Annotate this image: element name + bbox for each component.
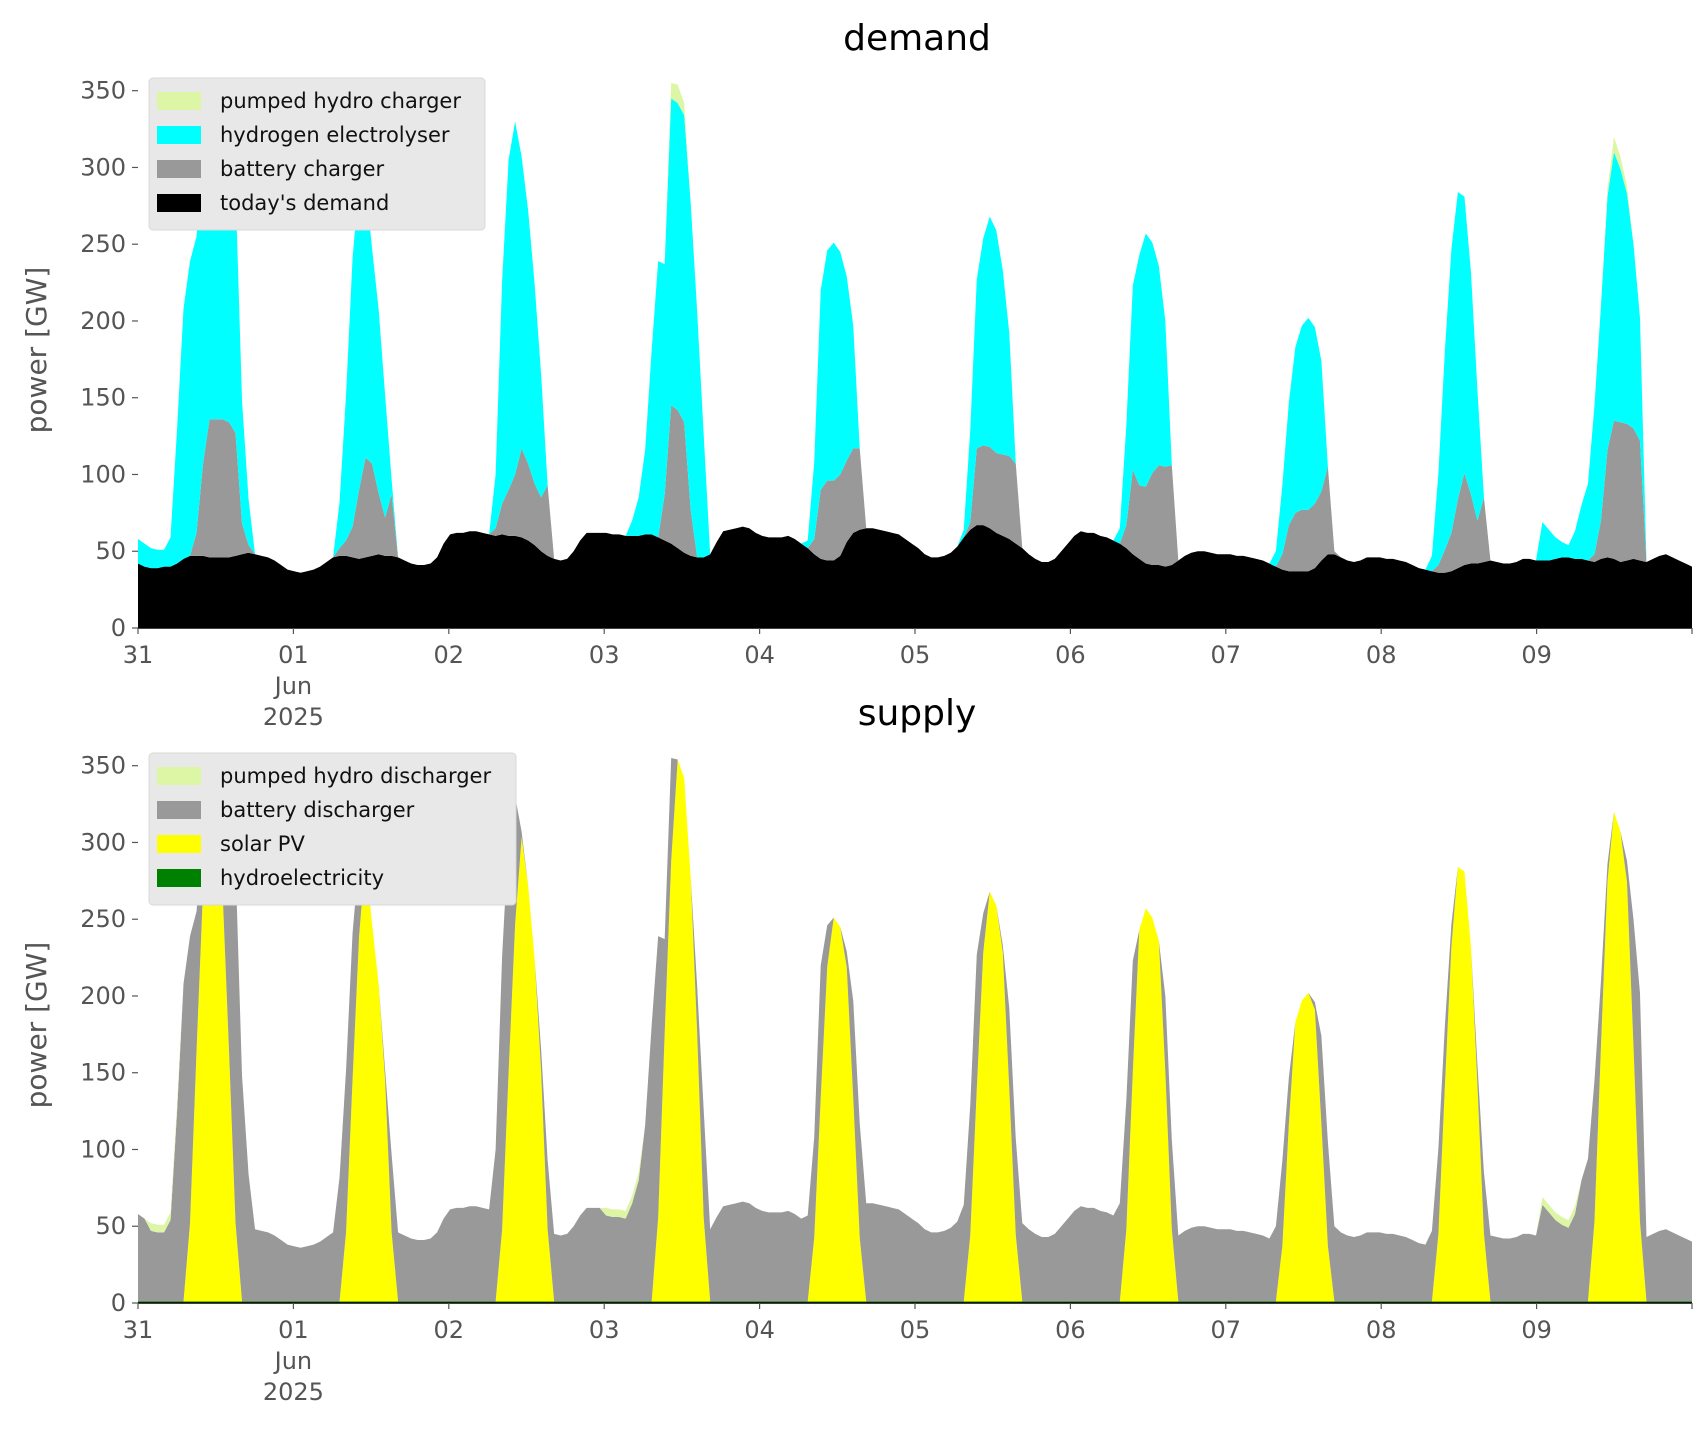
demand-axes: 0 50 100 150 200 250 300 350 31 01 Jun 2025 02 03 04 05…: [80, 77, 1693, 731]
legend-swatch: [157, 160, 201, 178]
y-tick-label: 50: [95, 1212, 126, 1240]
x-tick-label: 08: [1366, 1316, 1397, 1344]
x-tick-year: 2025: [263, 1378, 324, 1406]
x-tick-label: 04: [744, 641, 775, 669]
y-tick-label: 50: [95, 537, 126, 565]
supply-axes: 0 50 100 150 200 250 300 350 31 01 Jun 2025 02 03 04 05…: [80, 752, 1693, 1406]
x-tick-year: 2025: [263, 703, 324, 731]
area-battery-charger: [138, 405, 1692, 573]
x-tick-label: 02: [434, 641, 465, 669]
area-today-s-demand: [138, 525, 1692, 628]
legend-label: today's demand: [220, 191, 389, 215]
legend-swatch: [157, 801, 201, 819]
legend-box: [148, 752, 517, 906]
y-tick-label: 300: [80, 153, 126, 181]
supply-legend: pumped hydro discharger battery discharge…: [148, 752, 517, 906]
demand-title: demand: [843, 18, 991, 59]
x-tick-label: 07: [1211, 1316, 1242, 1344]
legend-swatch: [157, 194, 201, 212]
y-tick-label: 0: [111, 614, 126, 642]
x-tick-label: 06: [1055, 641, 1086, 669]
x-tick-label: 05: [900, 641, 931, 669]
demand-ylabel: power [GW]: [20, 267, 53, 434]
legend-label: battery discharger: [220, 798, 415, 822]
y-tick-label: 100: [80, 460, 126, 488]
y-tick-label: 200: [80, 982, 126, 1010]
legend-swatch: [157, 92, 201, 110]
legend-label: hydrogen electrolyser: [220, 123, 450, 147]
legend-label: pumped hydro charger: [220, 89, 461, 113]
y-tick-label: 100: [80, 1135, 126, 1163]
supply-title: supply: [858, 693, 977, 734]
x-tick-label: 07: [1211, 641, 1242, 669]
legend-label: hydroelectricity: [220, 866, 384, 890]
legend-swatch: [157, 869, 201, 887]
x-tick-month: Jun: [273, 1347, 313, 1375]
demand-legend: pumped hydro charger hydrogen electrolyse…: [148, 77, 486, 231]
x-tick-label: 03: [589, 1316, 620, 1344]
x-tick-label: 01: [278, 1316, 309, 1344]
x-tick-label: 05: [900, 1316, 931, 1344]
y-tick-label: 350: [80, 77, 126, 105]
y-tick-label: 300: [80, 828, 126, 856]
legend-label: pumped hydro discharger: [220, 764, 491, 788]
y-tick-label: 250: [80, 905, 126, 933]
demand-areas: [138, 83, 1692, 628]
x-tick-month: Jun: [273, 672, 313, 700]
legend-label: solar PV: [220, 832, 305, 856]
y-tick-label: 350: [80, 752, 126, 780]
x-tick-label: 31: [123, 1316, 154, 1344]
area-solar-pv: [138, 759, 1692, 1302]
y-tick-label: 0: [111, 1289, 126, 1317]
x-tick-label: 03: [589, 641, 620, 669]
x-tick-label: 09: [1521, 641, 1552, 669]
supply-ylabel: power [GW]: [20, 942, 53, 1109]
legend-swatch: [157, 835, 201, 853]
area-battery-discharger: [138, 758, 1692, 1302]
x-tick-label: 09: [1521, 1316, 1552, 1344]
x-tick-label: 02: [434, 1316, 465, 1344]
y-tick-label: 250: [80, 230, 126, 258]
legend-label: battery charger: [220, 157, 385, 181]
y-tick-label: 150: [80, 384, 126, 412]
legend-swatch: [157, 767, 201, 785]
y-tick-label: 150: [80, 1059, 126, 1087]
x-tick-label: 04: [744, 1316, 775, 1344]
x-tick-label: 31: [123, 641, 154, 669]
legend-swatch: [157, 126, 201, 144]
area-hydrogen-electrolyser: [138, 98, 1692, 573]
x-tick-label: 01: [278, 641, 309, 669]
y-tick-label: 200: [80, 307, 126, 335]
x-tick-label: 08: [1366, 641, 1397, 669]
legend-box: [148, 77, 486, 231]
x-tick-label: 06: [1055, 1316, 1086, 1344]
